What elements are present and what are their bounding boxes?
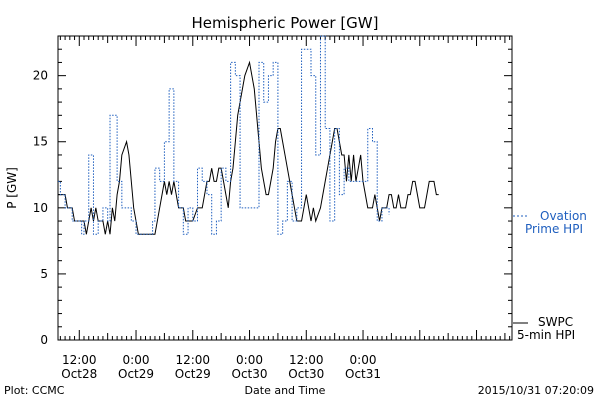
x-tick-label-time: 12:00: [289, 353, 324, 367]
legend-swpc: SWPC 5-min HPI: [513, 315, 575, 342]
x-axis: 12:00Oct280:00Oct2912:00Oct290:00Oct3012…: [59, 36, 511, 381]
plot-credit: Plot: CCMC: [4, 384, 65, 397]
plot-timestamp: 2015/10/31 07:20:09: [478, 384, 594, 397]
y-tick-label: 0: [40, 333, 48, 347]
legend-ovation-line2: Prime HPI: [525, 222, 583, 236]
y-tick-label: 5: [40, 267, 48, 281]
x-tick-label-time: 12:00: [62, 353, 97, 367]
series-line-ovation: [58, 35, 390, 235]
y-axis-label: P [GW]: [5, 167, 19, 209]
legend-ovation-line1: Ovation: [540, 209, 587, 223]
plot-frame: [57, 35, 513, 341]
x-tick-label-date: Oct30: [288, 367, 324, 381]
series-layer: [58, 35, 439, 235]
legend-swpc-line1: SWPC: [538, 315, 573, 329]
x-tick-label-date: Oct29: [175, 367, 211, 381]
x-axis-label: Date and Time: [245, 384, 326, 397]
y-tick-label: 10: [33, 201, 48, 215]
x-tick-label-date: Oct31: [345, 367, 381, 381]
chart-title: Hemispheric Power [GW]: [192, 14, 379, 32]
x-tick-label-time: 0:00: [236, 353, 263, 367]
y-tick-label: 20: [33, 69, 48, 83]
y-tick-label: 15: [33, 135, 48, 149]
x-tick-label-date: Oct30: [232, 367, 268, 381]
y-axis: 0 5 10 15 20: [33, 48, 512, 347]
x-tick-label-time: 0:00: [123, 353, 150, 367]
legend-swpc-line2: 5-min HPI: [517, 328, 575, 342]
x-tick-label-time: 12:00: [175, 353, 210, 367]
x-tick-label-date: Oct29: [118, 367, 154, 381]
legend-ovation: Ovation Prime HPI: [513, 209, 587, 236]
x-tick-label-time: 0:00: [350, 353, 377, 367]
x-tick-label-date: Oct28: [61, 367, 97, 381]
